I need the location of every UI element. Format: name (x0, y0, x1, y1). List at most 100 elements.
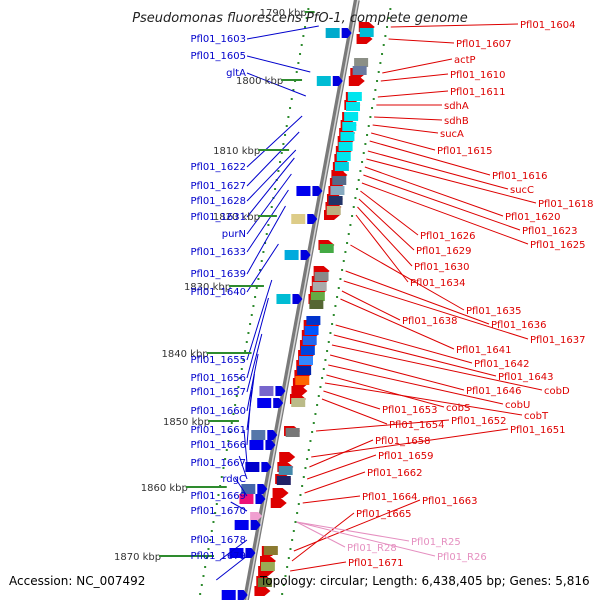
right-leader-line (377, 90, 449, 98)
reverse-gene-arrow (265, 440, 276, 450)
right-leader-line (306, 454, 377, 480)
gene-block (319, 244, 334, 253)
gene-label-right: Pfl01_1610 (450, 70, 506, 81)
left-leader-line (246, 243, 279, 293)
gene-block (278, 466, 293, 475)
right-leader-line (335, 324, 473, 364)
scale-label: 1810 kbp (213, 146, 260, 157)
left-leader-line (246, 297, 269, 379)
track-dot (302, 476, 305, 478)
gene-label-right: sdhA (444, 101, 469, 112)
track-dot (341, 269, 344, 271)
track-dot (249, 323, 252, 325)
rna-leader-line (296, 521, 410, 542)
track-dot (334, 305, 337, 307)
gene-label-right: cobT (524, 411, 549, 422)
map-title: Pseudomonas fluorescens PfO-1, complete … (132, 11, 468, 26)
left-leader-line (246, 157, 295, 218)
gene-label-left: Pfl01_1661 (190, 425, 246, 436)
gene-label-right: Pfl01_1641 (456, 345, 512, 356)
gene-label-left: Pfl01_1631 (190, 212, 246, 223)
right-leader-line (293, 499, 421, 552)
reverse-gene-arrow (312, 186, 323, 196)
track-dot (327, 341, 330, 343)
gene-block (297, 366, 312, 375)
track-dot (295, 71, 298, 73)
track-dot (384, 35, 387, 37)
right-leader-line (363, 174, 521, 231)
scale-label: 1830 kbp (184, 282, 231, 293)
gene-label-left: Pfl01_1678 (190, 535, 246, 546)
track-dot (202, 575, 205, 577)
track-dot (372, 98, 375, 100)
reverse-gene-arrow (255, 494, 266, 504)
gene-block (298, 356, 313, 365)
track-dot (364, 143, 367, 145)
track-dot (210, 530, 213, 532)
right-leader-line (374, 116, 443, 121)
track-dot (342, 260, 345, 262)
gene-block (336, 152, 351, 161)
track-dot (314, 413, 317, 415)
track-dot (239, 377, 242, 379)
track-dot (301, 485, 304, 487)
track-dot (207, 548, 210, 550)
gene-label-right: Pfl01_1636 (491, 320, 547, 331)
left-leader-line (246, 149, 297, 202)
track-dot (250, 314, 253, 316)
track-dot (389, 8, 392, 10)
track-dot (229, 431, 232, 433)
rna-leader-line (296, 521, 436, 557)
track-dot (302, 35, 305, 37)
right-leader-line (358, 198, 415, 251)
gene-label-right: Pfl01_1626 (420, 231, 476, 242)
scale-label: 1840 kbp (162, 349, 209, 360)
track-dot (247, 332, 250, 334)
scale-label: 1820 kbp (213, 212, 260, 223)
gene-label-right: sucA (440, 129, 464, 140)
gene-label-left: Pfl01_1657 (190, 387, 246, 398)
track-dot (289, 107, 292, 109)
right-leader-line (357, 206, 413, 267)
track-dot (332, 314, 335, 316)
gene-block (342, 122, 357, 131)
track-dot (287, 116, 290, 118)
reverse-gene-block (291, 214, 306, 224)
right-leader-line (350, 244, 465, 311)
track-dot (376, 80, 379, 82)
track-dot (331, 323, 334, 325)
track-dot (382, 44, 385, 46)
track-dot (307, 449, 310, 451)
track-dot (260, 260, 263, 262)
gene-block (344, 112, 359, 121)
gene-label-left: rdgC (222, 474, 246, 485)
right-leader-line (333, 334, 497, 377)
gene-block (328, 196, 343, 205)
track-dot (227, 440, 230, 442)
right-leader-line (367, 150, 509, 190)
gene-label-right: Pfl01_1643 (498, 372, 554, 383)
track-dot (324, 359, 327, 361)
track-dot (286, 566, 289, 568)
left-leader-line (246, 173, 292, 235)
reverse-gene-block (259, 386, 274, 396)
gene-label-right: Pfl01_1646 (466, 386, 522, 397)
track-dot (209, 539, 212, 541)
right-leader-line (366, 158, 537, 204)
gene-label-right: Pfl01_1637 (530, 335, 586, 346)
right-leader-line (380, 73, 449, 82)
right-leader-line (390, 23, 519, 28)
track-dot (361, 161, 364, 163)
track-dot (304, 467, 307, 469)
reverse-gene-block (249, 440, 264, 450)
track-dot (199, 593, 202, 595)
reverse-gene-arrow (332, 76, 343, 86)
track-dot (200, 584, 203, 586)
right-leader-line (355, 214, 409, 283)
left-leader-line (238, 455, 248, 480)
track-dot (322, 368, 325, 370)
rna-gene-arrow (250, 512, 263, 520)
gene-label-right: Pfl01_1665 (356, 509, 412, 520)
gene-label-left: Pfl01_1633 (190, 247, 246, 258)
reverse-gene-arrow (257, 484, 268, 494)
